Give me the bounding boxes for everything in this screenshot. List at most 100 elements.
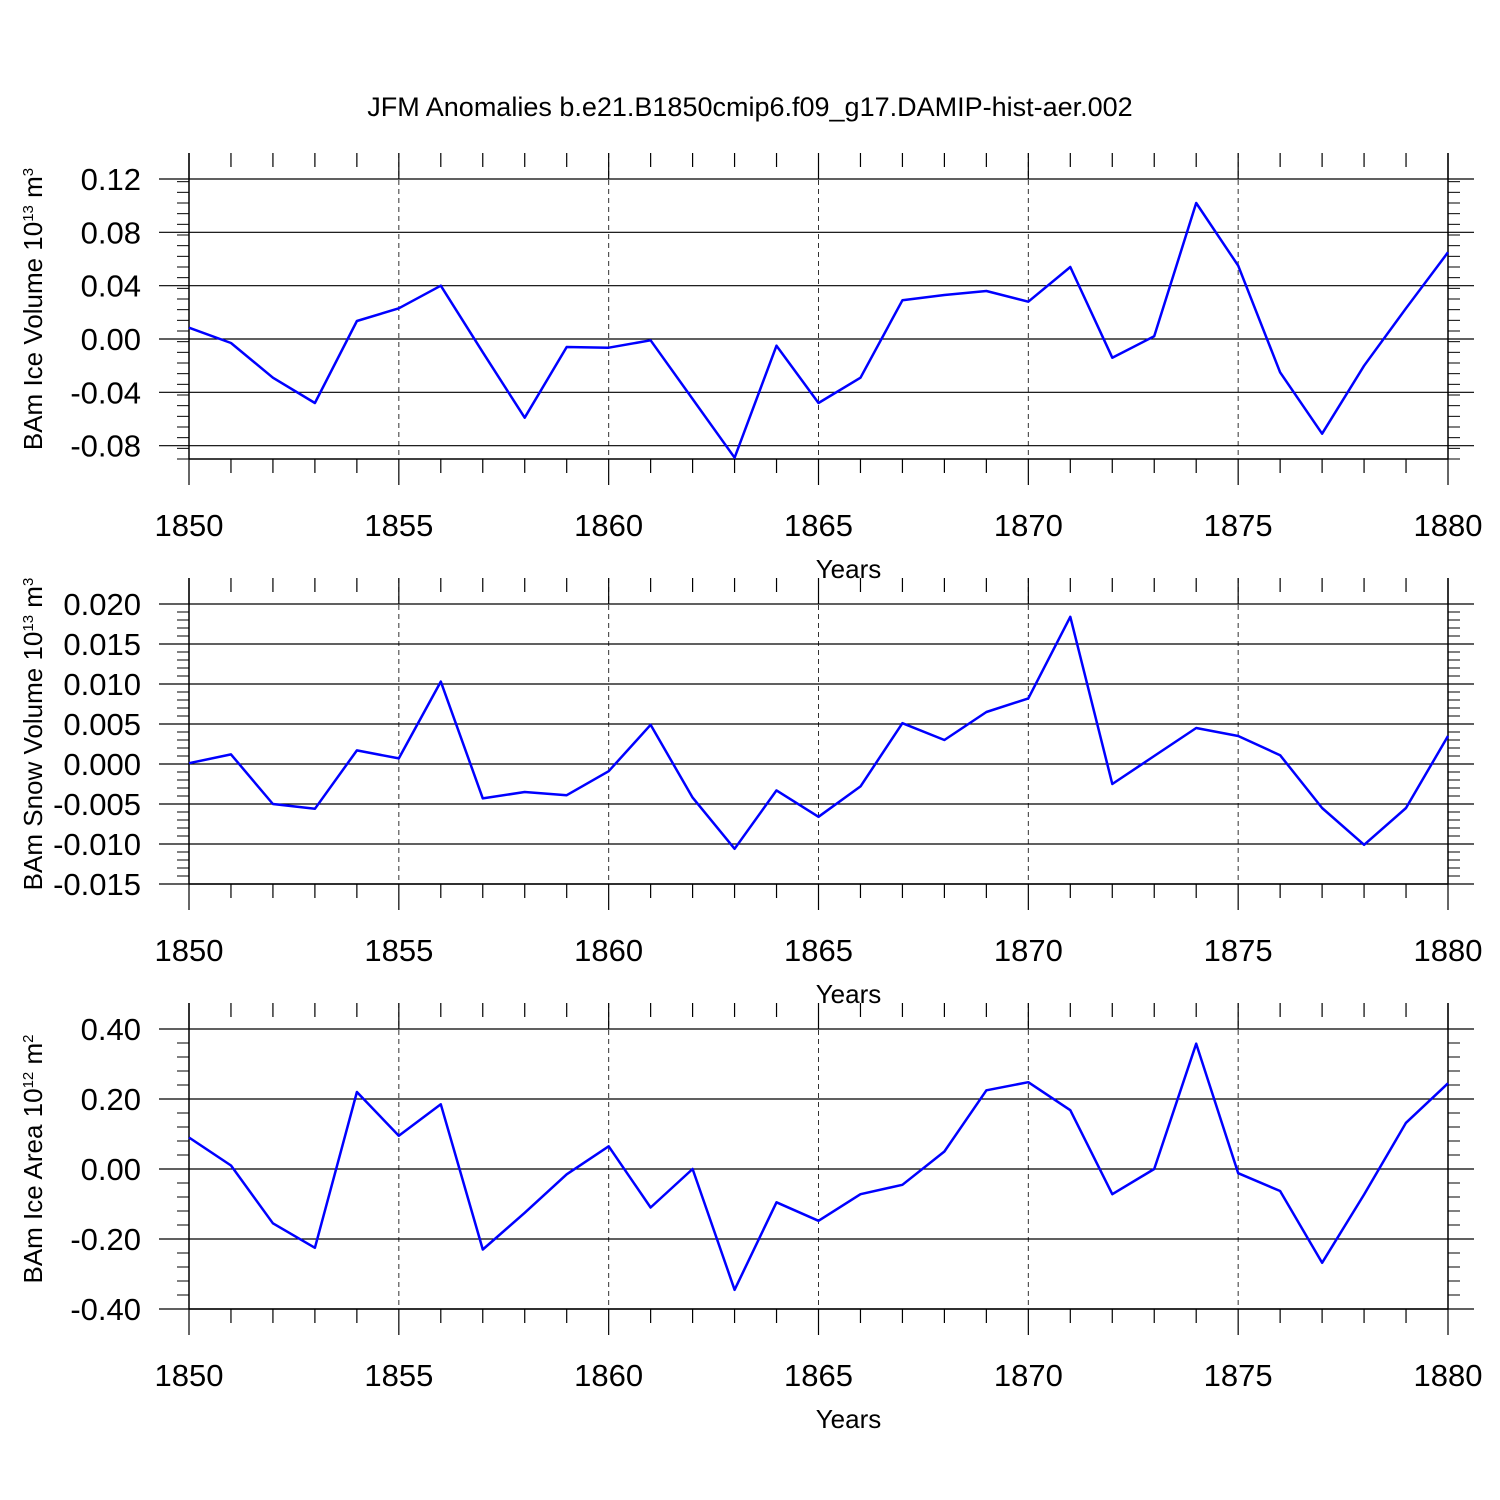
x-tick-label: 1850: [155, 508, 224, 543]
y-axis-label-superscript: 13: [20, 615, 37, 632]
data-point: [565, 345, 569, 349]
data-point: [1068, 615, 1072, 619]
data-point: [1404, 306, 1408, 310]
data-point: [355, 319, 359, 323]
data-point: [1362, 843, 1366, 847]
y-tick-label: 0.00: [81, 322, 141, 357]
data-point: [649, 1206, 653, 1210]
x-tick-label: 1865: [784, 1358, 853, 1393]
data-point: [1404, 1121, 1408, 1125]
x-tick-label: 1855: [364, 508, 433, 543]
y-axis-label-text: m: [18, 176, 48, 205]
x-tick-label: 1865: [784, 933, 853, 968]
data-point: [1320, 432, 1324, 436]
data-point: [649, 338, 653, 342]
x-axis-label: Years: [816, 554, 882, 584]
data-point: [1278, 370, 1282, 374]
data-point: [858, 376, 862, 380]
data-point: [355, 748, 359, 752]
data-point: [817, 815, 821, 819]
data-point: [439, 284, 443, 288]
y-axis-label-superscript: 13: [20, 205, 37, 222]
data-point: [1152, 334, 1156, 338]
x-tick-label: 1880: [1414, 933, 1483, 968]
data-point: [1194, 726, 1198, 730]
data-point: [1404, 806, 1408, 810]
series-line: [188, 1042, 1449, 1292]
data-point: [900, 298, 904, 302]
data-point: [523, 790, 527, 794]
data-point: [313, 401, 317, 405]
data-point: [481, 1248, 485, 1252]
data-point: [733, 456, 737, 460]
data-point: [649, 723, 653, 727]
y-tick-label: -0.010: [53, 827, 141, 862]
x-axis-label: Years: [816, 979, 882, 1009]
data-point: [1026, 300, 1030, 304]
y-axis-label-superscript: 3: [20, 578, 37, 586]
chart-panel-3: -0.40 -0.20 0.00 0.20 0.40 1850 1855 1860 1865 18…: [18, 1003, 1482, 1434]
y-tick-label: -0.04: [70, 375, 141, 410]
y-axis-label-text: BAm Ice Volume 10: [18, 222, 48, 450]
x-tick-label: 1860: [574, 508, 643, 543]
data-point: [817, 401, 821, 405]
y-tick-label: 0.00: [81, 1152, 141, 1187]
y-tick-label: 0.020: [63, 587, 141, 622]
x-tick-label: 1850: [155, 933, 224, 968]
y-axis-label-superscript: 3: [20, 168, 37, 176]
data-point: [1320, 1261, 1324, 1265]
data-point: [481, 796, 485, 800]
chart-panel-2: -0.015 -0.010 -0.005 0.000 0.005 0.010 0.015 0.…: [18, 578, 1482, 1009]
x-tick-label: 1880: [1414, 1358, 1483, 1393]
data-point: [1320, 806, 1324, 810]
data-point: [187, 326, 191, 330]
data-point: [817, 1219, 821, 1223]
y-tick-label: 0.12: [81, 162, 141, 197]
data-point: [984, 710, 988, 714]
data-point: [1068, 265, 1072, 269]
y-tick-label: -0.20: [70, 1222, 141, 1257]
data-point: [691, 397, 695, 401]
x-tick-label: 1875: [1204, 933, 1273, 968]
data-point: [1194, 1042, 1198, 1046]
data-point: [900, 721, 904, 725]
data-point: [397, 1134, 401, 1138]
data-point: [1446, 250, 1450, 254]
x-axis-label: Years: [816, 1404, 882, 1434]
data-point: [1446, 1081, 1450, 1085]
x-tick-label: 1880: [1414, 508, 1483, 543]
y-tick-label: -0.08: [70, 429, 141, 464]
data-point: [1362, 364, 1366, 368]
data-point: [775, 344, 779, 348]
data-point: [942, 1150, 946, 1154]
data-point: [1026, 696, 1030, 700]
data-point: [481, 350, 485, 354]
y-axis-label-text: BAm Snow Volume 10: [18, 632, 48, 891]
x-tick-label: 1860: [574, 1358, 643, 1393]
y-tick-label: 0.000: [63, 747, 141, 782]
y-tick-label: 0.40: [81, 1012, 141, 1047]
data-point: [523, 416, 527, 420]
data-point: [1236, 1171, 1240, 1175]
y-tick-label: 0.015: [63, 627, 141, 662]
data-point: [1194, 201, 1198, 205]
y-tick-label: -0.40: [70, 1292, 141, 1327]
data-point: [187, 761, 191, 765]
data-point: [1152, 754, 1156, 758]
data-point: [775, 788, 779, 792]
series-line: [188, 615, 1450, 851]
x-tick-label: 1870: [994, 508, 1063, 543]
chart-panel-1: -0.08 -0.04 0.00 0.04 0.08 0.12 1850 1855 1860 18…: [18, 153, 1482, 584]
data-point: [691, 1167, 695, 1171]
data-point: [523, 1211, 527, 1215]
data-point: [984, 1088, 988, 1092]
data-point: [607, 346, 611, 350]
data-point: [775, 1200, 779, 1204]
x-tick-label: 1855: [364, 1358, 433, 1393]
data-point: [1446, 734, 1450, 738]
data-point: [1026, 1080, 1030, 1084]
data-point: [313, 807, 317, 811]
data-point: [439, 680, 443, 684]
y-tick-label: 0.04: [81, 269, 141, 304]
